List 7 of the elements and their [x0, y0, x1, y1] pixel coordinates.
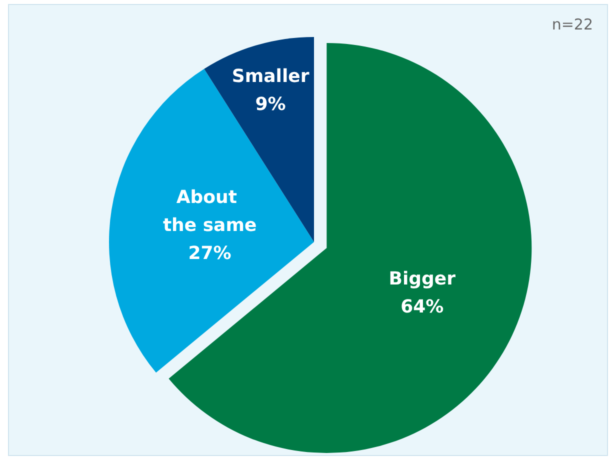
data-label: 64%	[400, 296, 444, 318]
data-label: 9%	[255, 94, 286, 116]
text: n=22	[552, 16, 594, 34]
data-label: 27%	[188, 242, 232, 264]
slice-label: Bigger	[388, 268, 456, 290]
slice-label: About the same	[162, 186, 257, 236]
slice-label: Smaller	[232, 66, 310, 88]
